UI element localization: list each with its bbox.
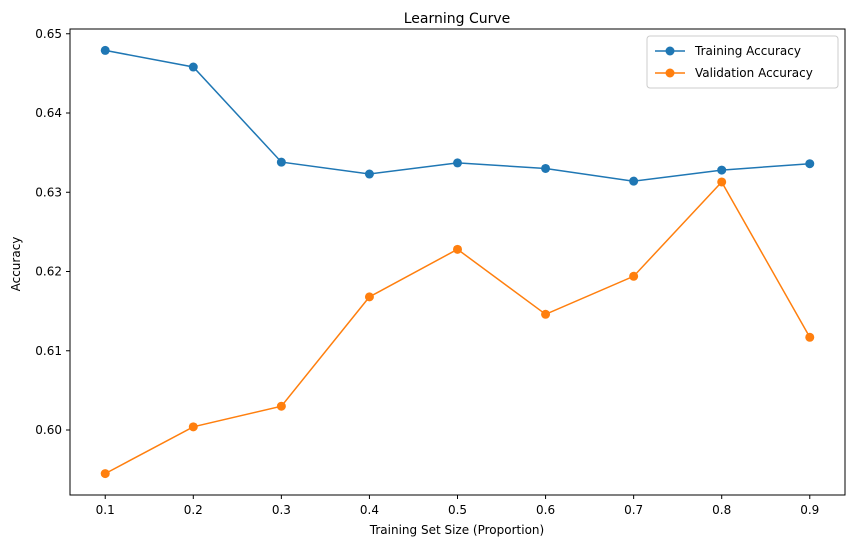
y-tick-label: 0.62 <box>35 265 62 279</box>
legend-item: Validation Accuracy <box>655 66 813 80</box>
x-axis-ticks: 0.1 0.2 0.3 0.4 0.5 0.6 0.7 0.8 0.9 <box>96 495 819 517</box>
data-point <box>364 169 374 179</box>
plot-frame <box>69 28 846 496</box>
data-point <box>276 401 286 411</box>
x-tick-label: 0.3 <box>272 503 291 517</box>
series-line <box>104 180 811 475</box>
y-tick-label: 0.61 <box>35 344 62 358</box>
y-tick-label: 0.60 <box>35 423 62 437</box>
y-axis-label: Accuracy <box>9 237 23 292</box>
series-validation <box>100 177 815 479</box>
x-tick-label: 0.2 <box>184 503 203 517</box>
x-tick-label: 0.5 <box>448 503 467 517</box>
data-point <box>188 422 198 432</box>
data-point <box>100 45 110 55</box>
data-point <box>188 62 198 72</box>
x-tick-label: 0.7 <box>624 503 643 517</box>
plot-area <box>69 28 846 496</box>
data-point <box>276 157 286 167</box>
series-training <box>100 45 815 186</box>
data-point <box>541 163 551 173</box>
chart-title: Learning Curve <box>404 11 511 27</box>
data-point <box>453 158 462 168</box>
legend-marker <box>665 46 675 56</box>
y-axis-ticks: 0.60 0.61 0.62 0.63 0.64 0.65 <box>35 27 70 437</box>
y-tick-label: 0.64 <box>35 106 62 120</box>
x-tick-label: 0.9 <box>800 503 819 517</box>
x-tick-label: 0.8 <box>712 503 731 517</box>
legend-label: Training Accuracy <box>694 44 801 58</box>
legend: Training Accuracy Validation Accuracy <box>646 35 839 89</box>
data-point <box>100 469 110 479</box>
legend-marker <box>665 68 675 78</box>
data-point <box>541 309 551 319</box>
data-point <box>717 177 727 187</box>
series-layer <box>100 45 815 479</box>
x-tick-label: 0.4 <box>360 503 379 517</box>
data-point <box>717 165 727 175</box>
y-tick-label: 0.63 <box>35 185 62 199</box>
legend-frame <box>646 35 839 89</box>
data-point <box>453 244 462 254</box>
x-tick-label: 0.6 <box>536 503 555 517</box>
legend-item: Training Accuracy <box>655 44 801 58</box>
data-point <box>364 292 374 302</box>
data-point <box>629 176 639 186</box>
data-point <box>805 159 815 169</box>
x-axis-label: Training Set Size (Proportion) <box>369 523 544 537</box>
y-tick-label: 0.65 <box>35 27 62 41</box>
legend-label: Validation Accuracy <box>695 66 813 80</box>
data-point <box>629 271 639 281</box>
data-point <box>805 332 815 342</box>
x-tick-label: 0.1 <box>96 503 115 517</box>
